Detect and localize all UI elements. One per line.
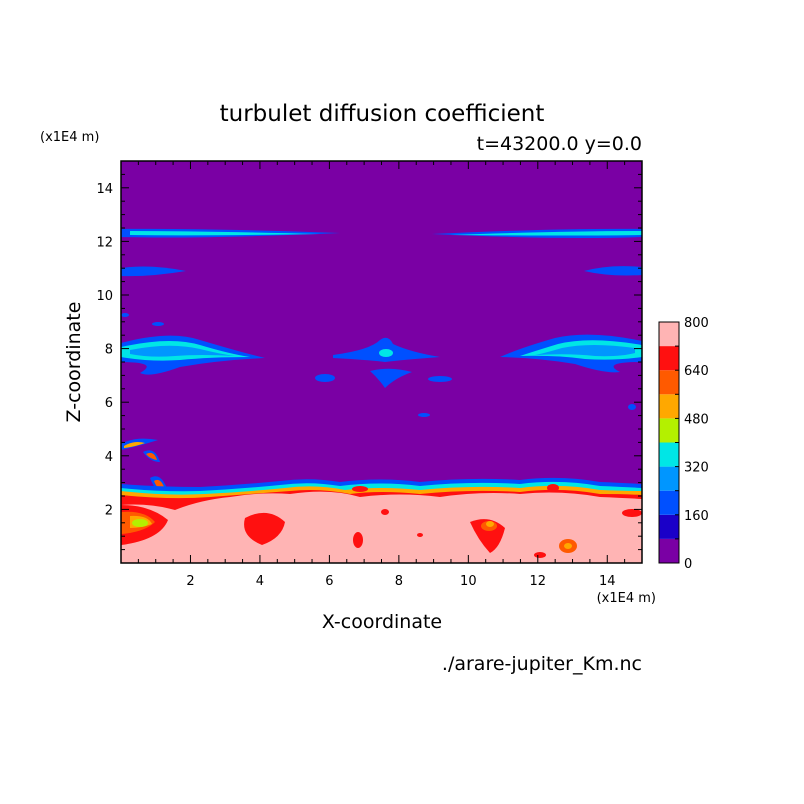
colorbar-label: 320 — [684, 461, 709, 476]
chart-subtitle: t=43200.0 y=0.0 — [477, 133, 642, 155]
x-axis-label: X-coordinate — [322, 611, 442, 633]
x-tick-label: 10 — [460, 574, 477, 589]
x-tick-label: 8 — [395, 574, 403, 589]
colorbar-label: 160 — [684, 509, 709, 524]
colorbar-swatch — [659, 538, 679, 563]
colorbar-label: 480 — [684, 412, 709, 427]
colorbar-label: 640 — [684, 364, 709, 379]
colorbar-swatch — [659, 322, 679, 347]
y-unit-label: (x1E4 m) — [40, 130, 99, 145]
colorbar-swatch — [659, 418, 679, 443]
middle-streak-feature — [121, 313, 642, 417]
boundary-layer-feature — [121, 477, 642, 563]
x-tick-label: 6 — [325, 574, 333, 589]
colorbar-swatch — [659, 514, 679, 539]
colorbar: 0 160 320 480 640 800 — [658, 316, 709, 572]
y-tick-label: 6 — [105, 396, 113, 411]
plot-area — [121, 161, 642, 563]
y-axis-label: Z-coordinate — [63, 302, 85, 423]
upper-streak-feature — [121, 228, 642, 277]
colorbar-swatch — [659, 394, 679, 419]
colorbar-swatch — [659, 346, 679, 371]
x-unit-label: (x1E4 m) — [597, 591, 656, 606]
colorbar-swatch — [659, 442, 679, 467]
y-tick-label: 4 — [105, 450, 113, 465]
file-name-label: ./arare-jupiter_Km.nc — [442, 653, 642, 675]
x-tick-label: 12 — [530, 574, 547, 589]
x-tick-label: 14 — [599, 574, 616, 589]
colorbar-swatch — [659, 490, 679, 515]
y-tick-label: 10 — [96, 289, 113, 304]
y-tick-label: 8 — [105, 343, 113, 358]
y-tick-label: 14 — [96, 182, 113, 197]
colorbar-label: 800 — [684, 316, 709, 331]
axis-ticks: 2 4 6 8 10 12 14 2 4 6 8 10 12 14 — [96, 161, 642, 589]
colorbar-swatch — [659, 370, 679, 395]
y-tick-label: 12 — [96, 235, 113, 250]
colorbar-label: 0 — [684, 557, 692, 572]
chart-title: turbulet diffusion coefficient — [220, 101, 545, 127]
y-tick-label: 2 — [105, 503, 113, 518]
x-tick-label: 2 — [186, 574, 194, 589]
colorbar-swatch — [659, 466, 679, 491]
x-tick-label: 4 — [256, 574, 264, 589]
